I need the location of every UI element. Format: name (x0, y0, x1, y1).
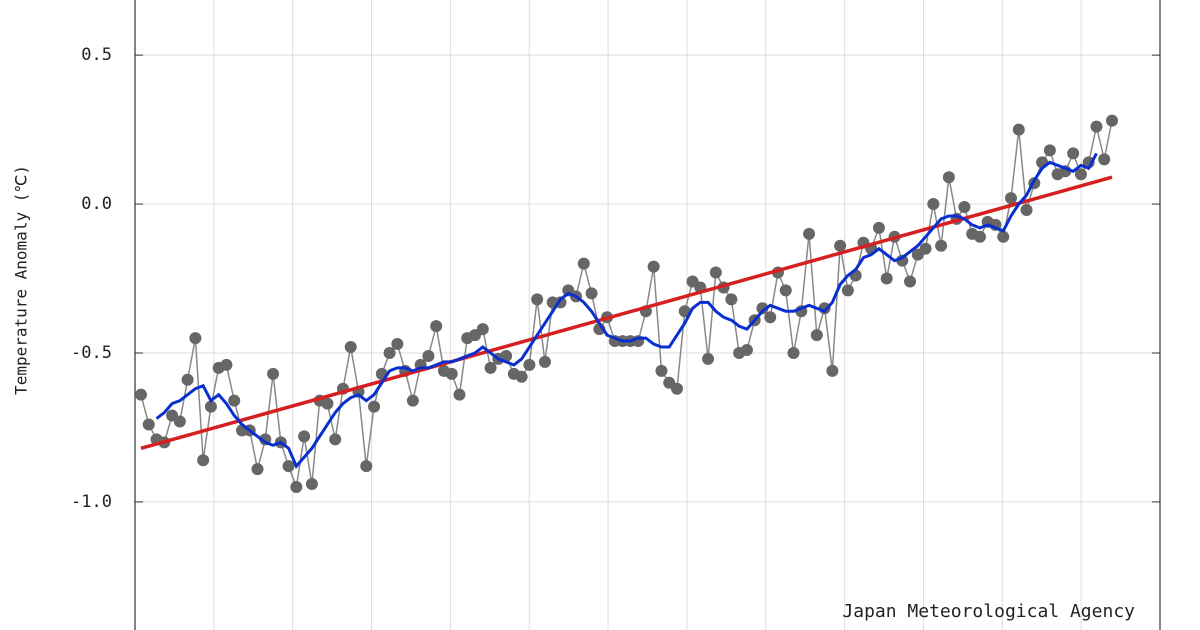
data-point (585, 287, 598, 300)
y-tick-label: -0.5 (71, 343, 112, 363)
data-point (1074, 168, 1087, 181)
data-point (1020, 204, 1033, 216)
y-tick-label: -1.0 (71, 492, 112, 512)
data-point (538, 355, 551, 368)
data-point (1012, 123, 1025, 136)
data-point (290, 481, 303, 494)
data-point (810, 329, 823, 342)
data-point (764, 311, 777, 324)
data-point (142, 418, 155, 431)
data-point (997, 230, 1010, 243)
data-point (670, 382, 683, 395)
data-point (702, 352, 715, 365)
data-point (787, 346, 800, 359)
data-point (344, 341, 357, 354)
data-point (872, 221, 885, 234)
data-point (391, 338, 404, 351)
data-point (228, 394, 241, 407)
smoothed-line (155, 152, 1098, 469)
data-point (305, 478, 318, 491)
data-point (709, 266, 722, 279)
data-point (826, 364, 839, 377)
data-point (647, 260, 660, 273)
data-point (181, 373, 194, 386)
data-point (1090, 120, 1103, 133)
data-point (282, 460, 295, 473)
trend-line (140, 175, 1113, 450)
data-point (430, 320, 443, 333)
data-point (329, 433, 342, 446)
data-point (904, 275, 917, 288)
data-point (189, 332, 202, 345)
data-point (880, 272, 893, 285)
data-point (1043, 144, 1056, 157)
data-point (1098, 153, 1111, 166)
data-point (220, 358, 233, 371)
data-point (531, 293, 544, 306)
data-point (523, 358, 536, 371)
data-point (500, 349, 513, 362)
data-point (173, 415, 186, 428)
y-tick-label: 0.5 (81, 45, 112, 65)
y-axis-label: Temperature Anomaly (℃) (12, 165, 31, 395)
data-point (779, 284, 792, 297)
data-point (935, 239, 948, 252)
data-point (484, 361, 497, 374)
data-point (577, 257, 590, 270)
data-point (360, 460, 373, 473)
data-point (453, 388, 466, 401)
data-point (973, 230, 986, 243)
data-point (321, 397, 334, 410)
data-point (422, 349, 435, 362)
data-point (406, 394, 419, 407)
data-point (476, 323, 489, 336)
data-point (756, 302, 769, 315)
data-point (927, 198, 940, 211)
data-point (368, 400, 381, 413)
data-point (298, 430, 311, 443)
data-point (267, 367, 280, 380)
data-point (197, 454, 210, 467)
data-point (1106, 114, 1118, 127)
annotation: Japan Meteorological Agency (842, 601, 1135, 622)
data-point (740, 344, 753, 356)
data-point (1005, 192, 1018, 205)
data-point (135, 388, 147, 401)
data-point (725, 293, 738, 306)
data-point (655, 364, 668, 377)
data-point (383, 346, 396, 359)
data-point (942, 171, 955, 184)
data-point (841, 284, 854, 297)
data-point (803, 227, 816, 240)
data-point (251, 463, 264, 476)
data-point (958, 201, 971, 214)
data-point (834, 239, 847, 252)
data-point (1067, 147, 1080, 160)
y-tick-label: 0.0 (81, 194, 112, 214)
data-point (919, 242, 932, 255)
data-point (445, 367, 458, 380)
data-point (515, 370, 528, 383)
data-point (204, 400, 217, 413)
